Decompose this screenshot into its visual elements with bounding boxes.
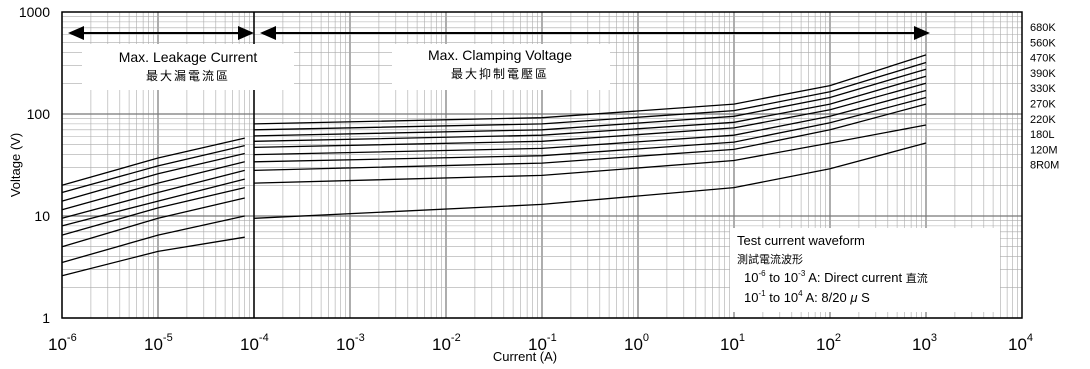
series-270k-clamping bbox=[253, 89, 927, 156]
x-tick-label: 10-6 bbox=[48, 332, 77, 354]
annotation-line-2: 10-1 to 104 A: 8/20 μ S bbox=[744, 289, 870, 305]
series-8r0m-leakage bbox=[61, 236, 245, 277]
series-680k-clamping bbox=[253, 54, 927, 125]
legend-entry: 180L bbox=[1030, 129, 1054, 141]
clamping-label-cn: 最大抑制電壓區 bbox=[451, 66, 549, 81]
plot-frame bbox=[61, 11, 1023, 319]
annotation-line1-to-word: to bbox=[769, 270, 780, 285]
series-680k-leakage bbox=[61, 137, 245, 186]
clamping-arrow-head-right bbox=[914, 26, 930, 40]
annotation-line1-to: 10 bbox=[784, 270, 798, 285]
x-tick-label: 10-1 bbox=[528, 332, 557, 354]
annotation-line2-text: A: 8/20 bbox=[806, 290, 847, 305]
annotation-line2-to-exp: 4 bbox=[798, 289, 803, 298]
annotation-title: Test current waveform bbox=[737, 233, 865, 248]
legend-entry: 220K bbox=[1030, 114, 1056, 126]
x-tick-label: 100 bbox=[624, 332, 649, 354]
annotation-line1-text: A: Direct current bbox=[808, 270, 902, 285]
x-tick-labels: 10-6 10-5 10-4 10-3 10-2 10-1 100 101 102 103 104 bbox=[48, 332, 1033, 354]
series-470k-leakage bbox=[61, 152, 245, 202]
annotation-line2-unit: S bbox=[861, 290, 870, 305]
y-tick-label: 1000 bbox=[19, 4, 50, 20]
annotation-line2-from-exp: -1 bbox=[758, 289, 766, 298]
x-tick-label: 102 bbox=[816, 332, 841, 354]
y-tick-label: 100 bbox=[27, 106, 51, 122]
x-tick-label: 10-4 bbox=[240, 332, 269, 354]
series-470k-clamping bbox=[253, 68, 927, 137]
legend: 680K 560K 470K 390K 330K 270K 220K 180L 120M 8R0M bbox=[1030, 22, 1059, 172]
series-560k-clamping bbox=[253, 61, 927, 131]
x-tick-label: 10-3 bbox=[336, 332, 365, 354]
series-120m-clamping bbox=[253, 124, 927, 184]
y-tick-label: 1 bbox=[42, 310, 50, 326]
series-390k-leakage bbox=[61, 161, 245, 211]
legend-entry: 680K bbox=[1030, 22, 1056, 34]
legend-entry: 8R0M bbox=[1030, 160, 1059, 172]
x-tick-label: 10-5 bbox=[144, 332, 173, 354]
annotation-line2-to-word: to bbox=[769, 290, 780, 305]
x-axis-label: Current (A) bbox=[493, 349, 557, 364]
series-8r0m-clamping bbox=[253, 142, 927, 219]
y-tick-label: 10 bbox=[34, 208, 50, 224]
legend-entry: 270K bbox=[1030, 99, 1056, 111]
annotation-line2-mu: μ bbox=[849, 290, 857, 305]
series-270k-leakage bbox=[61, 178, 245, 227]
clamping-label: Max. Clamping Voltage bbox=[428, 47, 572, 63]
legend-entry: 560K bbox=[1030, 37, 1056, 49]
leakage-arrow-head-right bbox=[238, 26, 254, 40]
series-390k-clamping bbox=[253, 75, 927, 142]
legend-entry: 330K bbox=[1030, 83, 1056, 95]
legend-entry: 470K bbox=[1030, 53, 1056, 65]
x-tick-label: 101 bbox=[720, 332, 745, 354]
clamping-arrow-head-left bbox=[260, 26, 276, 40]
series-560k-leakage bbox=[61, 144, 245, 194]
y-tick-labels: 1 10 100 1000 bbox=[19, 4, 50, 326]
series-180l-clamping bbox=[253, 103, 927, 172]
annotation-line1-from: 10 bbox=[744, 270, 758, 285]
series-330k-clamping bbox=[253, 82, 927, 149]
legend-entry: 390K bbox=[1030, 68, 1056, 80]
x-tick-label: 104 bbox=[1008, 332, 1033, 354]
leakage-label-cn: 最大漏電流區 bbox=[146, 69, 230, 83]
clamping-label-box bbox=[392, 44, 610, 90]
curves bbox=[61, 54, 927, 277]
annotation-title-cn: 測試電流波形 bbox=[737, 252, 803, 266]
series-120m-leakage bbox=[61, 215, 245, 264]
series-220k-clamping bbox=[253, 96, 927, 163]
annotation-line1-cn: 直流 bbox=[906, 271, 928, 285]
annotation-box bbox=[730, 228, 1000, 312]
x-tick-label: 10-2 bbox=[432, 332, 461, 354]
x-tick-label: 103 bbox=[912, 332, 937, 354]
annotation-line2-from: 10 bbox=[744, 290, 758, 305]
leakage-label-box bbox=[82, 44, 294, 90]
annotation-line-1: 10-6 to 10-3 A: Direct current 直流 bbox=[744, 269, 928, 285]
leakage-arrow-head-left bbox=[68, 26, 84, 40]
annotation-line1-from-exp: -6 bbox=[758, 269, 766, 278]
series-220k-leakage bbox=[61, 186, 245, 236]
annotation-line1-to-exp: -3 bbox=[798, 269, 806, 278]
series-330k-leakage bbox=[61, 169, 245, 219]
annotation-line2-to: 10 bbox=[784, 290, 798, 305]
leakage-label: Max. Leakage Current bbox=[119, 49, 258, 65]
region-arrows bbox=[68, 26, 930, 40]
y-axis-label: Voltage (V) bbox=[8, 133, 23, 197]
legend-entry: 120M bbox=[1030, 144, 1058, 156]
series-180l-leakage bbox=[61, 197, 245, 248]
